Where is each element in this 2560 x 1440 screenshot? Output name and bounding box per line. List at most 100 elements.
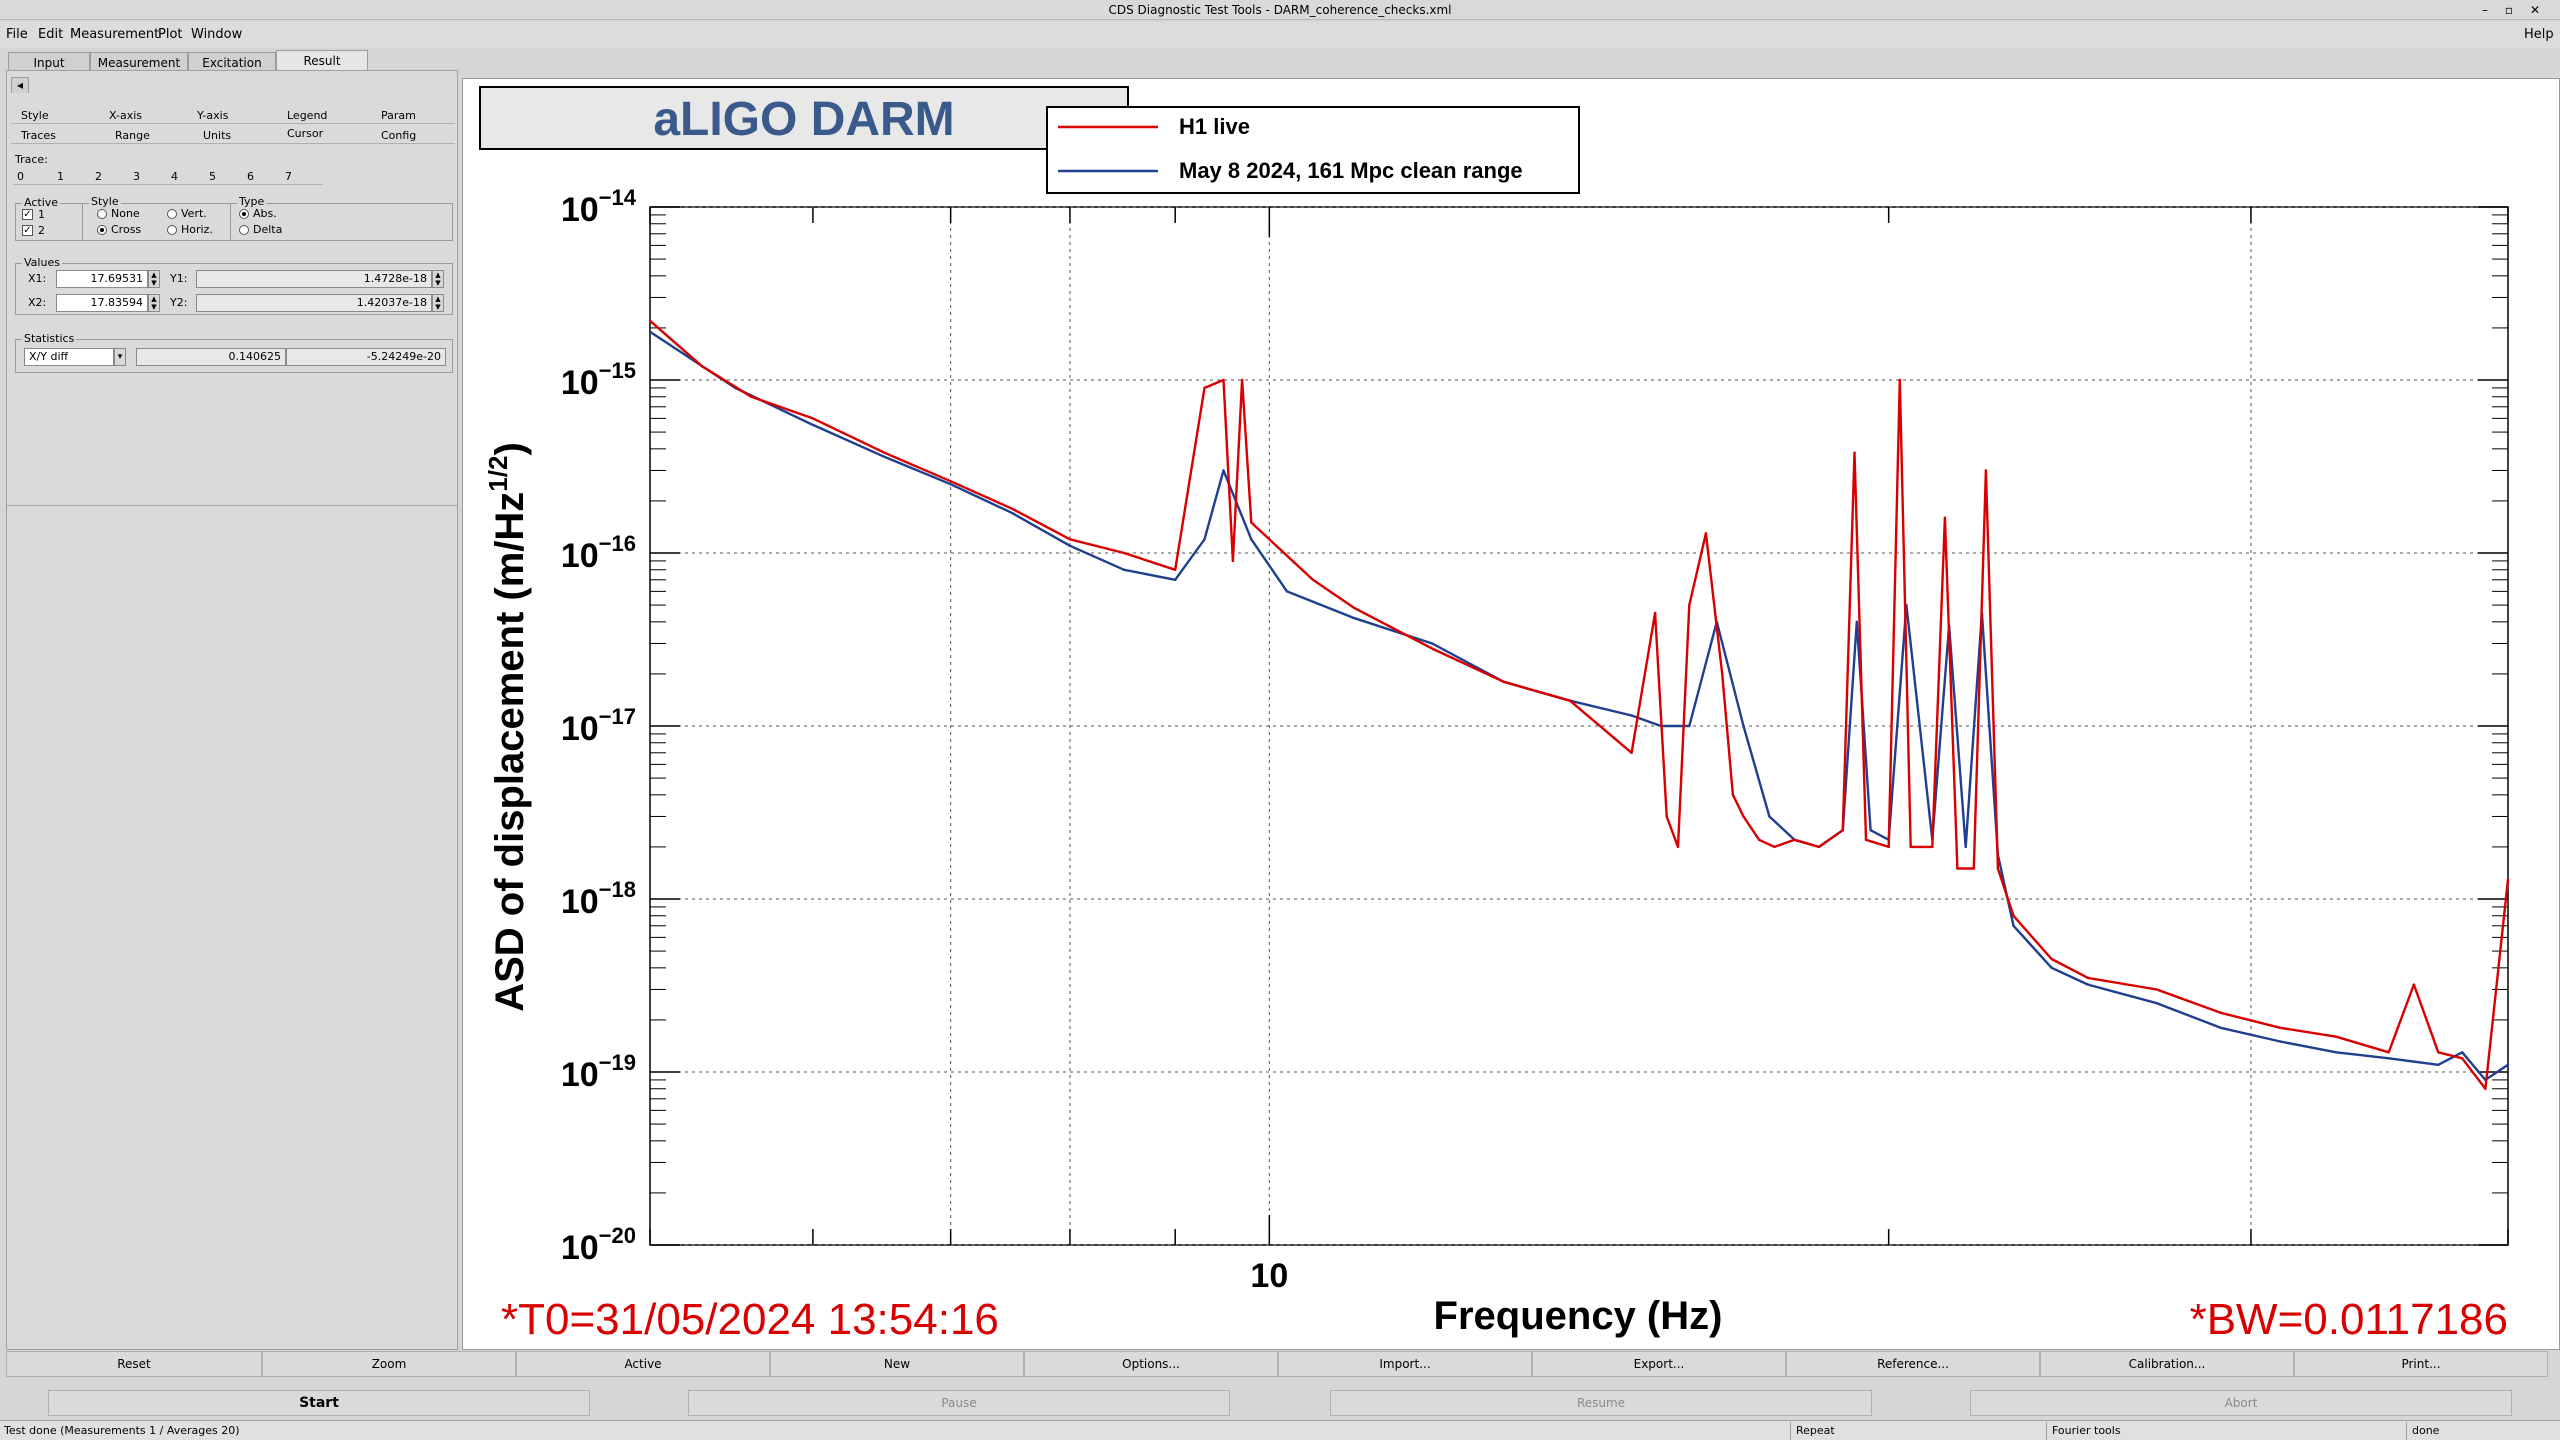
data-point-h1-live bbox=[1972, 867, 1976, 870]
trace-tab-0[interactable]: 0 bbox=[17, 170, 24, 183]
new-button[interactable]: New bbox=[770, 1351, 1024, 1377]
plot-canvas[interactable]: 10−14 10−15 10−16 10−17 10−18 10−19 10−20 10 a… bbox=[462, 78, 2560, 1350]
tab-style[interactable]: Style bbox=[21, 109, 49, 122]
data-point-may-8-2024-161-mpc-clean-range bbox=[1222, 469, 1225, 472]
import-button[interactable]: Import... bbox=[1278, 1351, 1532, 1377]
style-none-radio[interactable] bbox=[97, 209, 107, 219]
stat-y-field: -5.24249e-20 bbox=[286, 348, 446, 366]
x2-label: X2: bbox=[28, 296, 47, 309]
close-icon[interactable]: ✕ bbox=[2529, 3, 2541, 17]
calibration-button[interactable]: Calibration... bbox=[2040, 1351, 2294, 1377]
data-point-h1-live bbox=[1311, 578, 1315, 581]
data-point-may-8-2024-161-mpc-clean-range bbox=[1964, 845, 1967, 849]
menu-plot[interactable]: Plot bbox=[158, 27, 183, 42]
status-state: done bbox=[2412, 1424, 2440, 1437]
export-button[interactable]: Export... bbox=[1532, 1351, 1786, 1377]
style-cross-radio[interactable] bbox=[97, 225, 107, 235]
data-point-h1-live bbox=[1568, 699, 1572, 702]
type-delta-radio[interactable] bbox=[239, 225, 249, 235]
trace-tab-3[interactable]: 3 bbox=[133, 170, 140, 183]
tab-config[interactable]: Config bbox=[381, 129, 417, 142]
menu-file[interactable]: File bbox=[6, 27, 28, 42]
menu-measurement[interactable]: Measurement bbox=[70, 27, 160, 42]
data-point-h1-live bbox=[1203, 386, 1206, 390]
tab-x-axis[interactable]: X-axis bbox=[109, 109, 142, 122]
data-point-h1-live bbox=[1231, 559, 1235, 563]
active-1-checkbox[interactable]: ✓ bbox=[22, 209, 33, 220]
x-axis-label: Frequency (Hz) bbox=[1434, 1294, 1723, 1338]
style-cross-label: Cross bbox=[111, 223, 142, 236]
data-point-h1-live bbox=[1240, 378, 1244, 382]
style-none-label: None bbox=[111, 207, 140, 220]
start-button[interactable]: Start bbox=[48, 1390, 590, 1416]
plot-area[interactable] bbox=[649, 206, 2509, 1246]
stat-mode-select[interactable]: X/Y diff bbox=[24, 348, 114, 366]
style-vert-label: Vert. bbox=[181, 207, 207, 220]
data-point-h1-live bbox=[1688, 603, 1691, 607]
x1-spinner[interactable]: ▲ ▼ bbox=[148, 270, 160, 288]
data-point-h1-live bbox=[2334, 1035, 2338, 1038]
tab-measurement[interactable]: Measurement bbox=[90, 52, 188, 74]
y-axis-label-close: ) bbox=[488, 442, 532, 455]
tab-excitation[interactable]: Excitation bbox=[188, 52, 276, 74]
tab-y-axis[interactable]: Y-axis bbox=[197, 109, 229, 122]
type-delta-label: Delta bbox=[253, 223, 283, 236]
menu-edit[interactable]: Edit bbox=[38, 27, 64, 42]
data-point-h1-live bbox=[1931, 845, 1934, 849]
options-button[interactable]: Options... bbox=[1024, 1351, 1278, 1377]
tab-param[interactable]: Param bbox=[381, 109, 416, 122]
data-point-may-8-2024-161-mpc-clean-range bbox=[811, 423, 815, 427]
tab-range[interactable]: Range bbox=[115, 129, 150, 142]
type-abs-radio[interactable] bbox=[239, 209, 249, 219]
style-group: Style None Vert. Cross Horiz. bbox=[82, 195, 224, 241]
data-point-may-8-2024-161-mpc-clean-range bbox=[1285, 590, 1289, 593]
tab-cursor[interactable]: Cursor bbox=[287, 127, 324, 140]
pause-button[interactable]: Pause bbox=[688, 1390, 1230, 1416]
x2-field[interactable]: 17.83594 bbox=[56, 294, 148, 312]
trace-tab-5[interactable]: 5 bbox=[209, 170, 216, 183]
active-2-checkbox[interactable]: ✓ bbox=[22, 225, 33, 236]
trace-options-group: Active ✓ 1 ✓ 2 Style None Vert. Cross Ho… bbox=[15, 195, 453, 241]
back-arrow-icon[interactable]: ◂ bbox=[11, 77, 29, 93]
minimize-icon[interactable]: – bbox=[2482, 3, 2488, 17]
style-horiz-radio[interactable] bbox=[167, 225, 177, 235]
tab-input[interactable]: Input bbox=[8, 52, 90, 74]
tab-traces[interactable]: Traces bbox=[21, 129, 56, 142]
trace-tab-7[interactable]: 7 bbox=[285, 170, 292, 183]
chevron-down-icon[interactable]: ▾ bbox=[114, 348, 126, 366]
resume-button[interactable]: Resume bbox=[1330, 1390, 1872, 1416]
data-point-may-8-2024-161-mpc-clean-range bbox=[1174, 578, 1177, 581]
style-group-label: Style bbox=[89, 195, 121, 208]
y2-spinner[interactable]: ▲ ▼ bbox=[432, 294, 444, 312]
y1-spinner[interactable]: ▲ ▼ bbox=[432, 270, 444, 288]
tab-legend[interactable]: Legend bbox=[287, 109, 328, 122]
maximize-icon[interactable]: ▫ bbox=[2504, 3, 2514, 17]
reset-button[interactable]: Reset bbox=[6, 1351, 262, 1377]
style-vert-radio[interactable] bbox=[167, 209, 177, 219]
data-point-h1-live bbox=[1742, 815, 1745, 818]
data-point-h1-live bbox=[1630, 751, 1633, 754]
data-point-h1-live bbox=[1909, 845, 1912, 849]
data-point-h1-live bbox=[2461, 1057, 2464, 1060]
x2-spinner[interactable]: ▲ ▼ bbox=[148, 294, 160, 312]
menu-window[interactable]: Window bbox=[191, 27, 243, 42]
t0-annotation: *T0=31/05/2024 13:54:16 bbox=[501, 1295, 999, 1344]
trace-tab-4[interactable]: 4 bbox=[171, 170, 178, 183]
abort-button[interactable]: Abort bbox=[1970, 1390, 2512, 1416]
trace-tab-2[interactable]: 2 bbox=[95, 170, 102, 183]
menu-help[interactable]: Help bbox=[2524, 27, 2554, 42]
data-point-h1-live bbox=[1984, 469, 1988, 472]
y-tick-label-base: 10 bbox=[561, 710, 599, 748]
trace-tab-1[interactable]: 1 bbox=[57, 170, 64, 183]
data-point-may-8-2024-161-mpc-clean-range bbox=[2279, 1040, 2282, 1043]
x1-field[interactable]: 17.69531 bbox=[56, 270, 148, 288]
active-button[interactable]: Active bbox=[516, 1351, 770, 1377]
trace-tab-bar: 0 1 2 3 4 5 6 7 bbox=[13, 169, 323, 185]
reference-button[interactable]: Reference... bbox=[1786, 1351, 2040, 1377]
status-tool: Fourier tools bbox=[2052, 1424, 2121, 1437]
print-button[interactable]: Print... bbox=[2294, 1351, 2548, 1377]
trace-tab-6[interactable]: 6 bbox=[247, 170, 254, 183]
zoom-button[interactable]: Zoom bbox=[262, 1351, 516, 1377]
tab-units[interactable]: Units bbox=[203, 129, 232, 142]
